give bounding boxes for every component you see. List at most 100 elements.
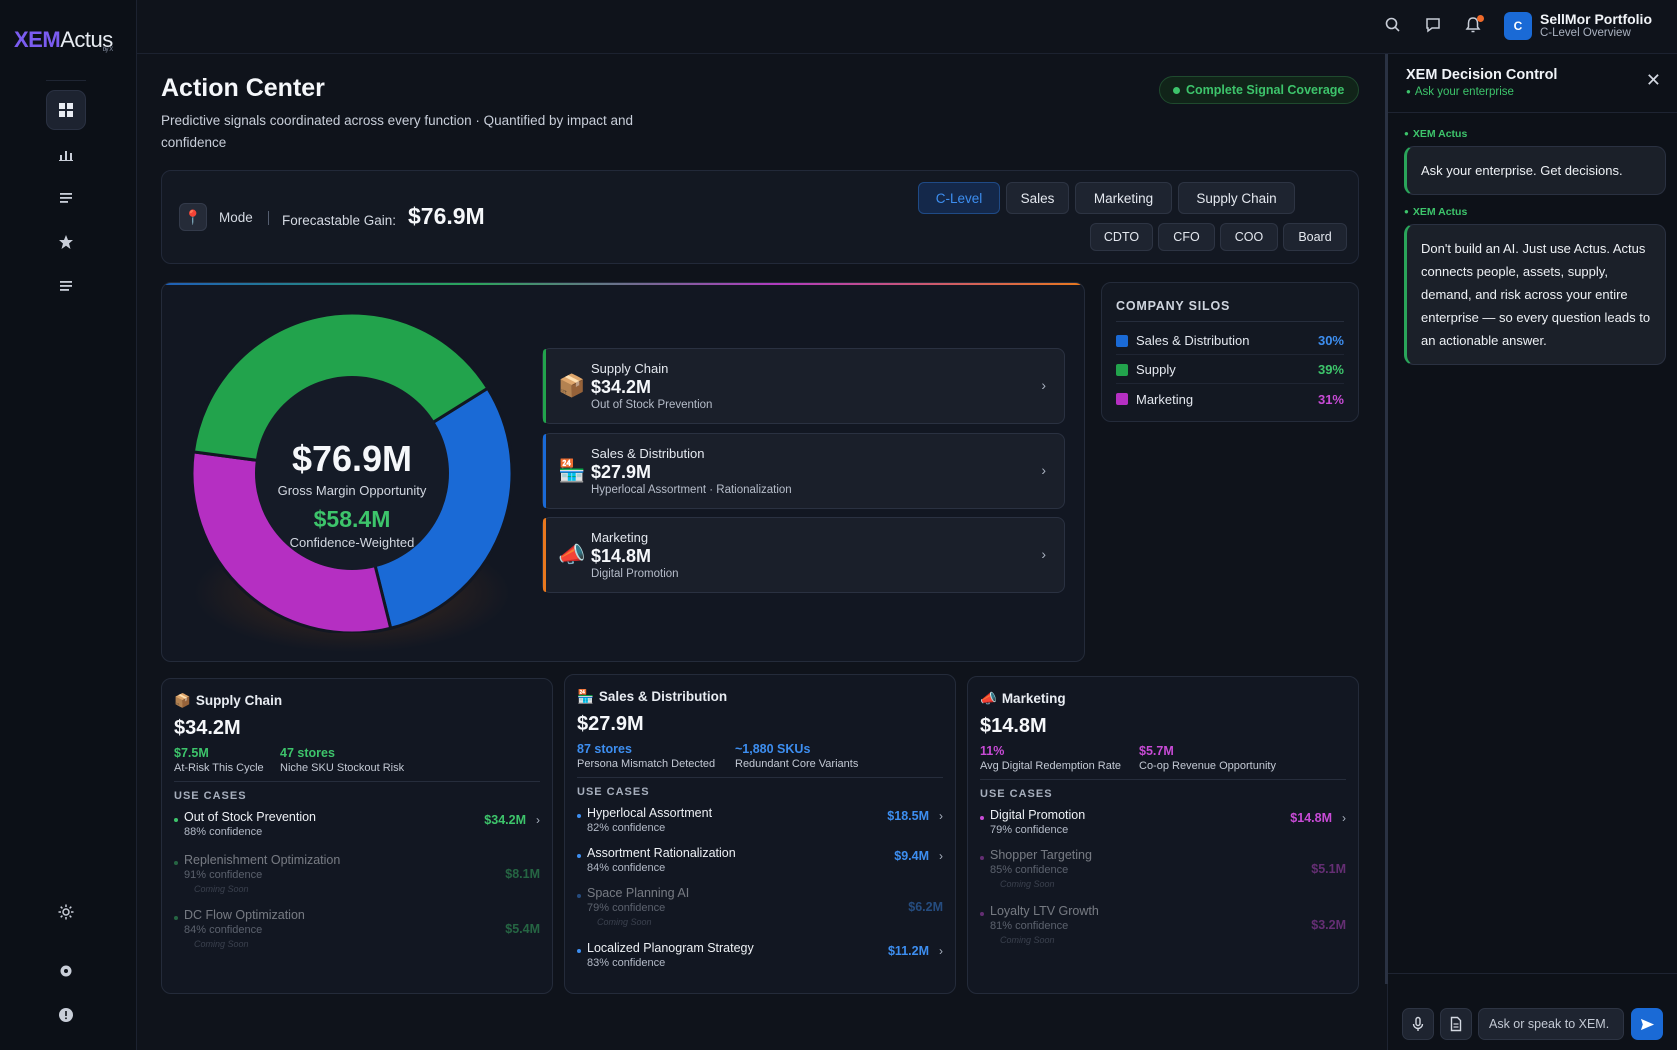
use-case-row[interactable]: Digital Promotion 79% confidence $14.8M …: [980, 808, 1346, 848]
bell-icon[interactable]: [1464, 15, 1484, 36]
decision-control-panel: XEM Decision Control Ask your enterprise…: [1385, 54, 1677, 1050]
close-icon[interactable]: ✕: [1645, 70, 1661, 90]
mode-label: Mode: [219, 210, 253, 225]
nav-dashboard[interactable]: [46, 90, 86, 130]
use-case-amount: $14.8M: [1290, 811, 1332, 825]
segment-title: Sales & Distribution: [591, 446, 705, 461]
card-value: $34.2M: [174, 717, 241, 739]
chevron-right-icon: ›: [536, 813, 540, 827]
nav-list[interactable]: [46, 178, 86, 218]
segment-value: $34.2M: [591, 377, 652, 397]
tab-supply-chain[interactable]: Supply Chain: [1178, 182, 1295, 214]
silo-name: Sales & Distribution: [1136, 333, 1250, 348]
use-case-confidence: 91% confidence: [184, 869, 263, 881]
box-icon: 📦: [174, 693, 191, 708]
use-case-name: Space Planning AI: [587, 886, 690, 900]
nav-reports[interactable]: [46, 266, 86, 306]
use-case-row: Loyalty LTV Growth 81% confidence Coming…: [980, 904, 1346, 945]
use-case-confidence: 85% confidence: [990, 864, 1069, 876]
segment-value: $27.9M: [591, 462, 652, 482]
use-case-amount: $9.4M: [894, 849, 929, 863]
use-case-confidence: 83% confidence: [587, 957, 666, 969]
use-case-row[interactable]: Out of Stock Prevention 88% confidence $…: [174, 810, 540, 850]
mode-divider: [268, 211, 269, 225]
segment-card-supply-chain[interactable]: 📦 Supply Chain $34.2M Out of Stock Preve…: [542, 348, 1065, 424]
tab-c-level[interactable]: C-Level: [918, 182, 1000, 214]
box-icon: 📦: [558, 373, 586, 398]
silo-row-supply[interactable]: Supply 39%: [1116, 356, 1344, 384]
coverage-badge: Complete Signal Coverage: [1159, 76, 1360, 104]
use-case-confidence: 88% confidence: [184, 826, 263, 838]
chat-message: Ask your enterprise. Get decisions.: [1404, 146, 1666, 195]
input-divider: [1388, 973, 1677, 974]
use-case-amount: $18.5M: [887, 809, 929, 823]
role-coo[interactable]: COO: [1220, 223, 1278, 251]
coming-soon-label: Coming Soon: [1000, 879, 1055, 889]
theme-toggle[interactable]: [46, 892, 86, 932]
use-case-row[interactable]: Localized Planogram Strategy 83% confide…: [577, 941, 943, 981]
use-case-amount: $6.2M: [908, 900, 943, 914]
segment-accent: [543, 434, 546, 508]
silo-row-sales[interactable]: Sales & Distribution 30%: [1116, 327, 1344, 355]
segment-sub: Out of Stock Prevention: [591, 399, 713, 411]
nav-settings[interactable]: [46, 951, 86, 991]
chevron-right-icon: ›: [939, 944, 943, 958]
tab-sales[interactable]: Sales: [1006, 182, 1069, 214]
segment-card-sales[interactable]: 🏪 Sales & Distribution $27.9M Hyperlocal…: [542, 433, 1065, 509]
logo-divider: [46, 80, 86, 81]
use-case-confidence: 79% confidence: [587, 902, 666, 914]
tab-marketing[interactable]: Marketing: [1075, 182, 1172, 214]
user-name[interactable]: SellMor Portfolio: [1540, 11, 1652, 27]
app-logo[interactable]: XEMActus by X: [14, 27, 113, 53]
top-bar: C SellMor Portfolio C-Level Overview: [137, 0, 1677, 54]
chevron-right-icon: ›: [939, 809, 943, 823]
metric-value: 11%: [980, 744, 1005, 758]
use-case-name: Out of Stock Prevention: [184, 810, 317, 824]
page-subtitle: Predictive signals coordinated across ev…: [161, 113, 633, 150]
card-value: $27.9M: [577, 713, 644, 735]
segment-title: Marketing: [591, 530, 649, 545]
panel-divider: [1388, 112, 1677, 113]
role-cdto[interactable]: CDTO: [1090, 223, 1153, 251]
use-case-amount: $5.1M: [1311, 862, 1346, 876]
silo-row-marketing[interactable]: Marketing 31%: [1116, 385, 1344, 413]
chat-icon[interactable]: [1424, 16, 1444, 36]
role-board[interactable]: Board: [1283, 223, 1347, 251]
metric-value: 87 stores: [577, 742, 632, 756]
card-divider: [577, 777, 943, 778]
status-dot: [980, 856, 984, 860]
donut-total-label: Gross Margin Opportunity: [278, 483, 427, 498]
use-cases-label: USE CASES: [174, 790, 247, 802]
role-cfo[interactable]: CFO: [1158, 223, 1215, 251]
status-dot: [980, 912, 984, 916]
scrollbar[interactable]: [1385, 54, 1388, 984]
use-case-row[interactable]: Assortment Rationalization 84% confidenc…: [577, 846, 943, 886]
segment-card-marketing[interactable]: 📣 Marketing $14.8M Digital Promotion ›: [542, 517, 1065, 593]
chat-input[interactable]: [1478, 1008, 1624, 1040]
search-icon[interactable]: [1384, 16, 1404, 36]
card-title: 🏪 Sales & Distribution: [577, 689, 728, 704]
status-dot: [174, 916, 178, 920]
bar-chart-icon: [59, 151, 73, 161]
pin-icon[interactable]: 📍: [179, 203, 207, 231]
silo-pct: 31%: [1317, 391, 1344, 407]
microphone-button[interactable]: [1402, 1008, 1434, 1040]
panel-title: XEM Decision Control: [1406, 67, 1558, 83]
segment-accent: [543, 518, 546, 592]
status-dot: [577, 894, 581, 898]
nav-help[interactable]: [46, 995, 86, 1035]
silo-pct: 30%: [1317, 333, 1344, 348]
send-button[interactable]: [1631, 1008, 1663, 1040]
donut-weighted: $58.4M: [314, 506, 391, 532]
panel-subtitle: Ask your enterprise: [1406, 86, 1514, 98]
attach-file-button[interactable]: [1440, 1008, 1472, 1040]
metric-label: Persona Mismatch Detected: [577, 758, 716, 770]
avatar[interactable]: C: [1504, 12, 1532, 40]
status-dot: [174, 818, 178, 822]
use-case-row[interactable]: Hyperlocal Assortment 82% confidence $18…: [577, 806, 943, 846]
nav-analytics[interactable]: [46, 134, 86, 174]
card-sales-distribution: 🏪 Sales & Distribution $27.9M 87 stores P…: [564, 674, 956, 994]
megaphone-icon: 📣: [558, 542, 586, 567]
donut-chart: $76.9M Gross Margin Opportunity $58.4M C…: [192, 313, 512, 633]
nav-favorites[interactable]: [46, 222, 86, 262]
